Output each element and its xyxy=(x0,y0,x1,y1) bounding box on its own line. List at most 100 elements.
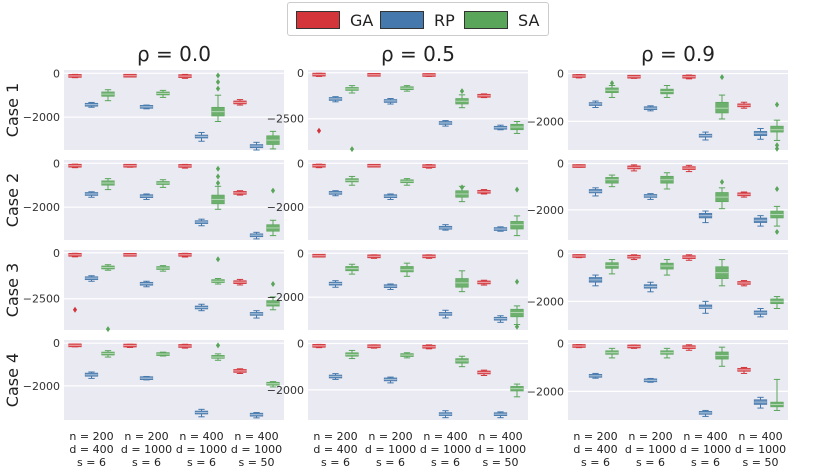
box-r0-c2-g2-sa xyxy=(715,101,729,114)
y-tick-label-r3-c1-0: 0 xyxy=(297,337,304,350)
outlier-r1-c2-g3-sa-0 xyxy=(774,185,780,192)
outlier-r2-c0-g3-sa-0 xyxy=(270,281,276,288)
box-r1-c2-g0-sa xyxy=(605,177,619,184)
x-setting-label-c0-g2-0: n = 400 xyxy=(179,430,223,443)
x-setting-label-c0-g3-0: n = 400 xyxy=(234,430,278,443)
panel-bg-r0-c1 xyxy=(308,70,528,150)
panel-bg-r1-c1 xyxy=(308,160,528,240)
outlier-r1-c0-g2-sa-2 xyxy=(215,180,221,187)
y-tick-label-r1-c0-1: −2000 xyxy=(23,201,60,214)
x-setting-label-c0-g2-1: d = 1000 xyxy=(176,443,227,456)
x-setting-label-c1-g2-2: s = 6 xyxy=(431,456,460,469)
x-setting-label-c2-g0-0: n = 200 xyxy=(573,430,617,443)
y-tick-label-r1-c2-1: −2000 xyxy=(527,204,564,217)
outlier-r0-c2-g3-sa-2 xyxy=(774,145,780,152)
row-label-1: Case 2 xyxy=(3,173,22,227)
outlier-r1-c0-g2-sa-1 xyxy=(215,173,221,180)
y-tick-label-r3-c0-0: 0 xyxy=(53,337,60,350)
box-r0-c2-g3-sa xyxy=(770,125,784,133)
x-setting-label-c2-g2-2: s = 6 xyxy=(691,456,720,469)
y-tick-label-r3-c2-1: −2000 xyxy=(527,385,564,398)
column-title-1: ρ = 0.5 xyxy=(381,42,455,66)
panel-bg-r2-c2 xyxy=(568,250,788,330)
box-r1-c1-g3-sa xyxy=(510,221,524,230)
x-setting-label-c2-g1-0: n = 200 xyxy=(628,430,672,443)
row-label-2: Case 3 xyxy=(3,263,22,317)
panel-bg-r3-c2 xyxy=(568,340,788,420)
x-setting-label-c1-g3-2: s = 50 xyxy=(483,456,519,469)
y-tick-label-r1-c1-0: 0 xyxy=(297,157,304,170)
panel-bg-r3-c1 xyxy=(308,340,528,420)
y-tick-label-r1-c1-1: −2000 xyxy=(267,201,304,214)
y-tick-label-r0-c1-0: 0 xyxy=(297,67,304,80)
y-tick-label-r3-c1-1: −2000 xyxy=(267,384,304,397)
x-setting-label-c2-g3-1: d = 1000 xyxy=(735,443,786,456)
x-setting-label-c2-g2-1: d = 1000 xyxy=(680,443,731,456)
outlier-r1-c0-g3-sa-0 xyxy=(270,187,276,194)
legend-swatch-sa xyxy=(464,11,508,29)
y-tick-label-r0-c2-1: −2000 xyxy=(527,115,564,128)
x-setting-label-c2-g1-1: d = 1000 xyxy=(625,443,676,456)
outlier-r2-c0-g0-sa-0 xyxy=(105,326,111,333)
legend-label-rp: RP xyxy=(434,10,455,30)
x-setting-label-c0-g1-0: n = 200 xyxy=(124,430,168,443)
outlier-r0-c2-g3-sa-1 xyxy=(774,142,780,149)
x-setting-label-c1-g0-1: d = 400 xyxy=(313,443,357,456)
x-setting-label-c0-g1-2: s = 6 xyxy=(132,456,161,469)
y-tick-label-r2-c0-0: 0 xyxy=(53,247,60,260)
panel-bg-r3-c0 xyxy=(64,340,284,420)
y-tick-label-r2-c1-1: −2000 xyxy=(267,291,304,304)
legend-item-rp: RP xyxy=(380,10,455,30)
row-label-0: Case 1 xyxy=(3,83,22,137)
y-tick-label-r1-c2-0: 0 xyxy=(557,157,564,170)
x-setting-label-c0-g2-2: s = 6 xyxy=(187,456,216,469)
outlier-r0-c2-g2-sa-0 xyxy=(719,74,725,81)
outlier-r2-c0-g0-ga-0 xyxy=(72,306,78,313)
y-tick-label-r2-c0-1: −2500 xyxy=(23,293,60,306)
outlier-r0-c0-g2-sa-2 xyxy=(215,85,221,92)
column-title-2: ρ = 0.9 xyxy=(641,42,715,66)
y-tick-label-r2-c1-0: 0 xyxy=(297,247,304,260)
x-setting-label-c1-g0-2: s = 6 xyxy=(321,456,350,469)
x-setting-label-c0-g0-1: d = 400 xyxy=(69,443,113,456)
y-tick-label-r1-c0-0: 0 xyxy=(53,157,60,170)
y-tick-label-r0-c0-0: 0 xyxy=(53,67,60,80)
outlier-r0-c2-g3-sa-0 xyxy=(774,101,780,108)
legend: GA RP SA xyxy=(287,2,549,36)
x-setting-label-c0-g1-1: d = 1000 xyxy=(121,443,172,456)
panel-bg-r0-c2 xyxy=(568,70,788,150)
outlier-r2-c1-g3-sa-0 xyxy=(514,278,520,285)
x-setting-label-c1-g2-1: d = 1000 xyxy=(420,443,471,456)
x-setting-label-c1-g1-0: n = 200 xyxy=(368,430,412,443)
box-r2-c1-g1-sa xyxy=(400,266,414,273)
x-setting-label-c1-g3-0: n = 400 xyxy=(478,430,522,443)
x-setting-label-c1-g2-0: n = 400 xyxy=(423,430,467,443)
panel-bg-r2-c1 xyxy=(308,250,528,330)
x-setting-label-c2-g1-2: s = 6 xyxy=(636,456,665,469)
legend-item-sa: SA xyxy=(464,10,539,30)
legend-swatch-rp xyxy=(380,11,424,29)
x-setting-label-c2-g0-1: d = 400 xyxy=(573,443,617,456)
outlier-r3-c0-g2-sa-0 xyxy=(215,342,221,349)
y-tick-label-r3-c2-0: 0 xyxy=(557,338,564,351)
outlier-r2-c1-g3-sa-1 xyxy=(514,323,520,330)
y-tick-label-r0-c1-1: −2500 xyxy=(267,113,304,126)
outlier-r1-c0-g2-sa-0 xyxy=(215,165,221,172)
x-setting-label-c2-g0-2: s = 6 xyxy=(581,456,610,469)
x-setting-label-c0-g3-2: s = 50 xyxy=(239,456,275,469)
panel-bg-r1-c2 xyxy=(568,160,788,240)
panel-bg-r2-c0 xyxy=(64,250,284,330)
outlier-r1-c2-g2-sa-0 xyxy=(719,179,725,186)
x-setting-label-c1-g1-1: d = 1000 xyxy=(365,443,416,456)
x-setting-label-c1-g0-0: n = 200 xyxy=(313,430,357,443)
y-tick-label-r3-c0-1: −2000 xyxy=(23,380,60,393)
outlier-r0-c1-g0-sa-0 xyxy=(349,146,355,153)
box-r2-c0-g3-sa xyxy=(266,300,280,307)
x-setting-label-c0-g0-0: n = 200 xyxy=(69,430,113,443)
outlier-r0-c2-g0-sa-0 xyxy=(609,80,615,87)
x-setting-label-c1-g1-2: s = 6 xyxy=(376,456,405,469)
row-label-3: Case 4 xyxy=(3,353,22,407)
box-r2-c2-g2-rp xyxy=(698,304,713,309)
y-tick-label-r0-c2-0: 0 xyxy=(557,68,564,81)
